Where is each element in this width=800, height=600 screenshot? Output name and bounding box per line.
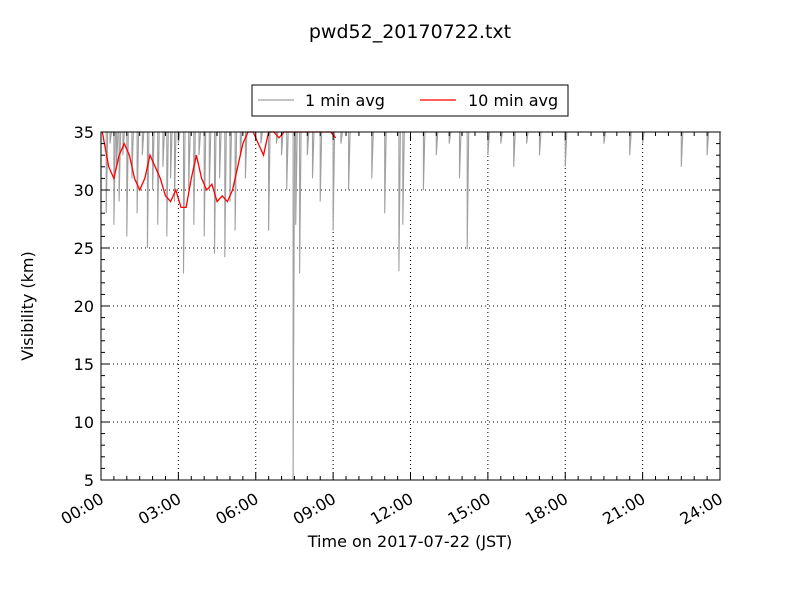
x-tick-label: 21:00	[599, 489, 648, 529]
x-tick-label: 15:00	[444, 489, 493, 529]
legend: 1 min avg 10 min avg	[251, 84, 569, 117]
y-tick-labels: 5 10 15 20 25 30 35	[74, 123, 94, 490]
x-tick-label: 03:00	[135, 489, 184, 529]
x-tick-label: 12:00	[367, 489, 416, 529]
y-tick-label: 30	[74, 181, 94, 200]
legend-box	[251, 84, 569, 117]
ticks	[100, 131, 721, 481]
chart-title: pwd52_20170722.txt	[309, 21, 511, 43]
y-tick-label: 20	[74, 297, 94, 316]
y-tick-label: 10	[74, 413, 94, 432]
legend-label-10min: 10 min avg	[468, 91, 558, 110]
x-axis-label: Time on 2017-07-22 (JST)	[307, 532, 512, 551]
series-1min-line	[102, 131, 722, 481]
legend-label-1min: 1 min avg	[305, 91, 385, 110]
series-layer	[101, 131, 722, 481]
x-tick-labels: 00:00 03:00 06:00 09:00 12:00 15:00 18:00 21:00…	[58, 489, 726, 529]
x-tick-label: 00:00	[58, 489, 107, 529]
x-tick-label: 18:00	[522, 489, 571, 529]
y-tick-label: 35	[74, 123, 94, 142]
y-tick-label: 25	[74, 239, 94, 258]
x-tick-label: 09:00	[290, 489, 339, 529]
x-tick-label: 06:00	[212, 489, 261, 529]
x-tick-label: 24:00	[677, 489, 726, 529]
y-axis-label: Visibility (km)	[18, 251, 37, 360]
y-tick-label: 15	[74, 355, 94, 374]
y-tick-label: 5	[84, 471, 94, 490]
